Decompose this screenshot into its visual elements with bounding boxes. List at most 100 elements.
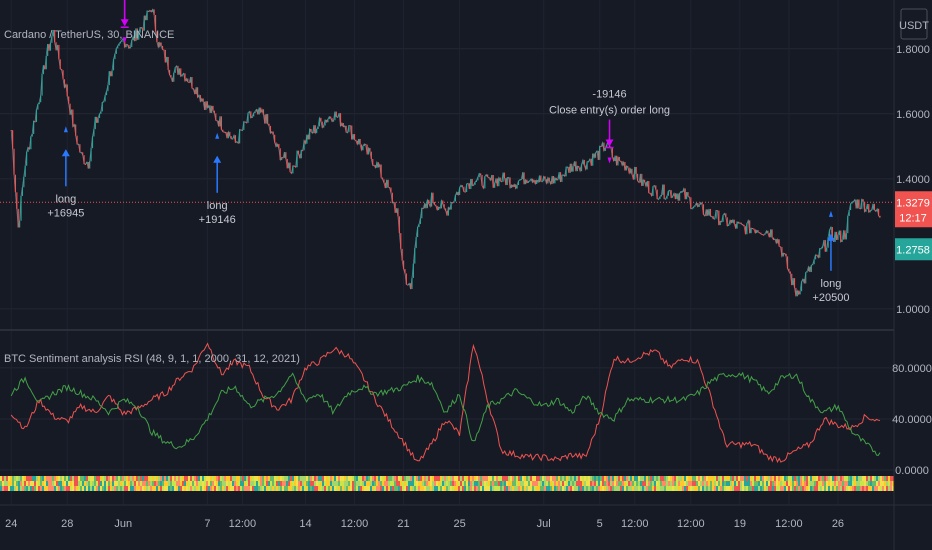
- heat-cell: [470, 481, 472, 486]
- heat-cell: [834, 486, 836, 491]
- heat-cell: [214, 486, 216, 491]
- heat-cell: [132, 481, 134, 486]
- heat-cell: [782, 481, 784, 486]
- heat-cell: [68, 476, 70, 481]
- heat-cell: [848, 476, 850, 481]
- heat-cell: [114, 481, 116, 486]
- price-candle: [405, 273, 407, 285]
- price-candle: [568, 166, 570, 173]
- heat-cell: [428, 476, 430, 481]
- heat-cell: [538, 476, 540, 481]
- heat-cell: [558, 486, 560, 491]
- price-candle: [573, 161, 576, 167]
- heat-cell: [712, 481, 714, 486]
- price-candle: [342, 122, 344, 127]
- heat-cell: [784, 481, 786, 486]
- heat-cell: [558, 481, 560, 486]
- heat-cell: [380, 476, 382, 481]
- heat-cell: [238, 476, 240, 481]
- heat-cell: [24, 486, 26, 491]
- heat-cell: [796, 476, 798, 481]
- heat-cell: [42, 486, 44, 491]
- heat-cell: [168, 476, 170, 481]
- heat-cell: [498, 481, 500, 486]
- heat-cell: [60, 486, 62, 491]
- price-candle: [444, 208, 447, 211]
- heat-cell: [204, 486, 206, 491]
- price-candle: [662, 184, 664, 195]
- heat-cell: [860, 476, 862, 481]
- price-candle: [86, 161, 88, 165]
- heat-cell: [284, 476, 286, 481]
- price-candle: [327, 119, 329, 123]
- heat-cell: [802, 481, 804, 486]
- heat-cell: [164, 486, 166, 491]
- heat-cell: [476, 481, 478, 486]
- heat-cell: [572, 486, 574, 491]
- heat-cell: [856, 481, 858, 486]
- heat-cell: [320, 481, 322, 486]
- price-candle: [866, 204, 868, 210]
- heat-cell: [498, 476, 500, 481]
- heat-cell: [592, 476, 594, 481]
- price-candle: [91, 136, 94, 149]
- price-candle: [449, 207, 451, 210]
- price-candle: [632, 174, 634, 180]
- heat-cell: [758, 481, 760, 486]
- price-candle: [45, 56, 47, 70]
- heat-cell: [326, 486, 328, 491]
- symbol-title[interactable]: Cardano / TetherUS, 30, BINANCE: [4, 29, 174, 41]
- heat-cell: [214, 481, 216, 486]
- heat-cell: [340, 481, 342, 486]
- heat-cell: [142, 476, 144, 481]
- heat-cell: [100, 486, 102, 491]
- price-candle: [725, 213, 727, 218]
- price-candle: [429, 203, 431, 207]
- price-candle: [160, 42, 162, 46]
- price-candle: [879, 215, 881, 218]
- price-candle: [657, 198, 660, 200]
- heat-cell: [714, 476, 716, 481]
- heat-cell: [262, 476, 264, 481]
- heat-cell: [6, 481, 8, 486]
- price-candle: [264, 114, 266, 124]
- heat-cell: [732, 481, 734, 486]
- price-candle: [739, 222, 741, 224]
- price-candle: [648, 180, 650, 193]
- heat-cell: [20, 486, 22, 491]
- price-candle: [823, 240, 825, 247]
- price-candle: [828, 229, 831, 238]
- price-candle: [501, 181, 503, 183]
- heat-cell: [366, 481, 368, 486]
- price-candle: [40, 95, 42, 103]
- heat-cell: [516, 476, 518, 481]
- indicator-title[interactable]: BTC Sentiment analysis RSI (48, 9, 1, 1,…: [4, 353, 300, 365]
- heat-cell: [496, 481, 498, 486]
- heat-cell: [368, 481, 370, 486]
- price-candle: [491, 175, 493, 181]
- heat-cell: [528, 481, 530, 486]
- price-candle: [621, 161, 623, 166]
- heat-cell: [890, 481, 892, 486]
- heat-cell: [454, 481, 456, 486]
- heat-cell: [398, 481, 400, 486]
- heat-cell: [292, 481, 294, 486]
- heat-cell: [434, 486, 436, 491]
- heat-cell: [686, 481, 688, 486]
- time-axis[interactable]: 24 28 Jun 7 12:00 14 12:00 21 25 Jul 5 12:00 12:00 19…: [5, 518, 844, 530]
- trade-label: long: [55, 193, 76, 205]
- price-candle: [721, 221, 723, 223]
- heat-cell: [322, 476, 324, 481]
- price-candle: [132, 36, 134, 41]
- heat-cell: [780, 486, 782, 491]
- heat-cell: [188, 481, 190, 486]
- currency-button[interactable]: [900, 8, 928, 40]
- heat-cell: [266, 486, 268, 491]
- heat-cell: [672, 481, 674, 486]
- heat-cell: [482, 476, 484, 481]
- heat-cell: [244, 476, 246, 481]
- heat-cell: [260, 486, 262, 491]
